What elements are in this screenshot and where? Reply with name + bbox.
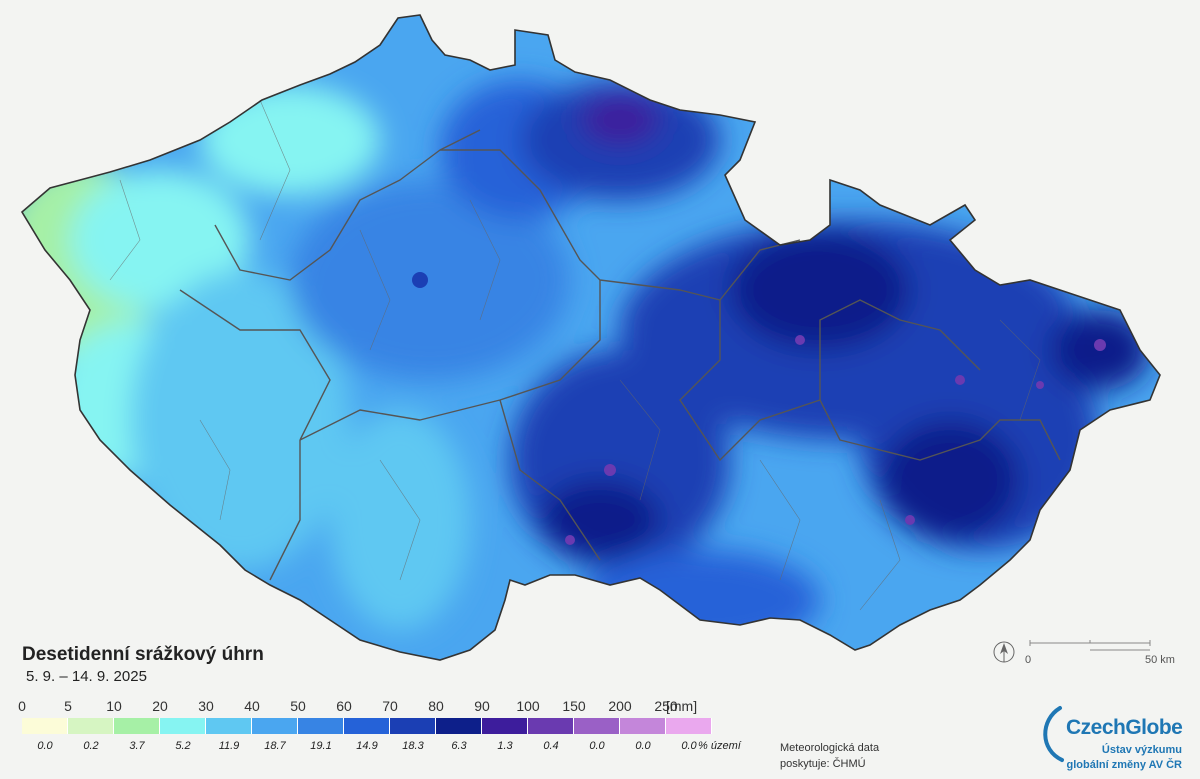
legend-tick: 200 xyxy=(608,698,632,714)
legend-percentage: 11.9 xyxy=(218,740,240,752)
legend-percentage: 5.2 xyxy=(175,740,191,752)
legend-tick: 90 xyxy=(474,698,490,714)
legend-swatch xyxy=(206,718,252,734)
legend-tick: 80 xyxy=(428,698,444,714)
legend-swatch xyxy=(22,718,68,734)
logo-subtitle: Ústav výzkumu globální změny AV ČR xyxy=(1040,743,1182,773)
legend-percentage: 18.3 xyxy=(402,740,424,752)
legend-tick: 150 xyxy=(562,698,586,714)
legend-swatch xyxy=(298,718,344,734)
scale-bar xyxy=(1029,640,1151,651)
legend-percentage: 14.9 xyxy=(356,740,378,752)
logo-name: CzechGlobe xyxy=(1066,716,1183,739)
legend-tick: 30 xyxy=(198,698,214,714)
legend-swatch xyxy=(160,718,206,734)
map-date-range: 5. 9. – 14. 9. 2025 xyxy=(26,668,147,685)
legend-swatch xyxy=(390,718,436,734)
legend-swatch xyxy=(482,718,528,734)
logo-line-2: globální změny AV ČR xyxy=(1066,759,1182,771)
data-source: Meteorologická data poskytuje: ČHMÚ xyxy=(780,740,879,772)
logo-line-1: Ústav výzkumu xyxy=(1101,744,1182,756)
legend-swatch xyxy=(528,718,574,734)
legend-tick: 250 xyxy=(654,698,678,714)
legend-percentages: 0.0 0.2 3.7 5.2 11.9 18.7 19.1 14.9 18.3 6.3 1.3 0.… xyxy=(22,740,712,752)
legend-percentage: 0.4 xyxy=(543,740,559,752)
legend-tick: 100 xyxy=(516,698,540,714)
legend-percentage: 0.0 xyxy=(589,740,605,752)
legend-tick: 10 xyxy=(106,698,122,714)
legend-swatch xyxy=(620,718,666,734)
legend-swatch xyxy=(666,718,712,734)
legend: 0 5 10 20 30 40 50 60 70 80 90 100 150 200 250 [mm] 0.… xyxy=(18,698,762,768)
source-line-1: Meteorologická data xyxy=(780,742,880,754)
region-borders xyxy=(179,129,1061,581)
legend-swatch xyxy=(436,718,482,734)
legend-percentage: 3.7 xyxy=(129,740,145,752)
legend-percentage: 19.1 xyxy=(310,740,332,752)
legend-swatch xyxy=(574,718,620,734)
legend-percent-unit: % území xyxy=(698,740,741,752)
map-title: Desetidenní srážkový úhrn xyxy=(22,644,264,665)
scale-label-end: 50 km xyxy=(1145,654,1175,666)
legend-percentage: 0.0 xyxy=(37,740,53,752)
district-borders xyxy=(109,99,1041,611)
legend-percentage: 0.2 xyxy=(83,740,99,752)
legend-swatch xyxy=(114,718,160,734)
legend-percentage: 0.0 xyxy=(681,740,697,752)
precipitation-hotspots xyxy=(412,272,1106,545)
legend-percentage: 1.3 xyxy=(497,740,513,752)
legend-percentage: 6.3 xyxy=(451,740,467,752)
legend-tick: 0 xyxy=(18,698,26,714)
scale-label-zero: 0 xyxy=(1025,654,1032,666)
legend-tick: 60 xyxy=(336,698,352,714)
legend-swatch xyxy=(68,718,114,734)
legend-tick: 70 xyxy=(382,698,398,714)
legend-percentage: 18.7 xyxy=(264,740,286,752)
north-arrow-icon xyxy=(993,641,1015,663)
legend-percentage: 0.0 xyxy=(635,740,651,752)
legend-tick: 50 xyxy=(290,698,306,714)
legend-unit: [mm] xyxy=(666,698,698,714)
country-border xyxy=(20,14,1161,661)
legend-swatches xyxy=(22,718,712,734)
legend-swatch xyxy=(344,718,390,734)
legend-swatch xyxy=(252,718,298,734)
source-line-2: poskytuje: ČHMÚ xyxy=(780,758,866,770)
legend-tick: 20 xyxy=(152,698,168,714)
legend-tick: 40 xyxy=(244,698,260,714)
legend-tick: 5 xyxy=(64,698,72,714)
logo-swoosh-icon xyxy=(1043,706,1064,762)
